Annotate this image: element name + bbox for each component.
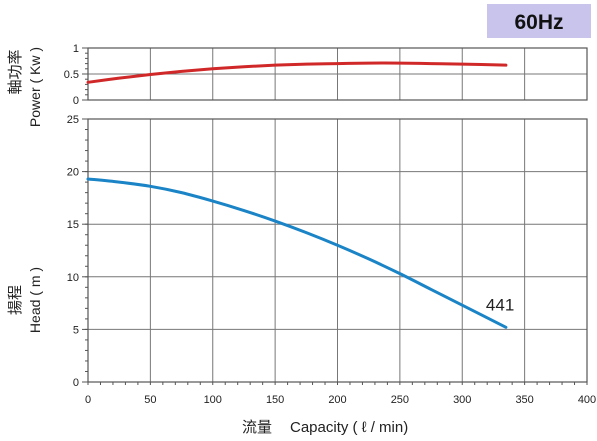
head-ylabel-cjk: 揚程	[7, 285, 24, 315]
xlabel-cjk: 流量	[242, 419, 272, 436]
power-series-line	[86, 61, 508, 84]
head-series-line	[86, 177, 508, 329]
power-panel: 00.51	[64, 43, 588, 107]
head-y-tick-label: 0	[73, 377, 79, 389]
power-ylabel-en: Power ( Kw )	[27, 47, 43, 127]
head-x-tick-label: 0	[85, 394, 91, 406]
power-ylabel-cjk: 軸功率	[7, 49, 24, 94]
power-y-tick-label: 0	[73, 95, 79, 107]
head-y-tick-label: 15	[67, 219, 79, 231]
head-ylabel-en: Head ( m )	[27, 267, 43, 333]
power-y-tick-label: 1	[73, 43, 79, 55]
head-y-tick-label: 25	[67, 114, 79, 126]
head-x-tick-label: 350	[515, 394, 533, 406]
head-x-tick-label: 150	[266, 394, 284, 406]
xlabel-en: Capacity ( ℓ / min)	[290, 419, 408, 436]
head-y-tick-label: 10	[67, 272, 79, 284]
head-x-tick-label: 100	[204, 394, 222, 406]
head-series-label: 441	[486, 295, 514, 314]
badge-label: 60Hz	[514, 11, 563, 34]
head-x-tick-label: 400	[578, 394, 596, 406]
head-y-tick-label: 5	[73, 324, 79, 336]
power-y-tick-label: 0.5	[64, 69, 79, 81]
head-x-tick-label: 250	[391, 394, 409, 406]
head-x-tick-label: 50	[144, 394, 156, 406]
head-x-tick-label: 200	[328, 394, 346, 406]
head-y-tick-label: 20	[67, 167, 79, 179]
head-x-tick-label: 300	[453, 394, 471, 406]
badge-box	[487, 4, 591, 38]
